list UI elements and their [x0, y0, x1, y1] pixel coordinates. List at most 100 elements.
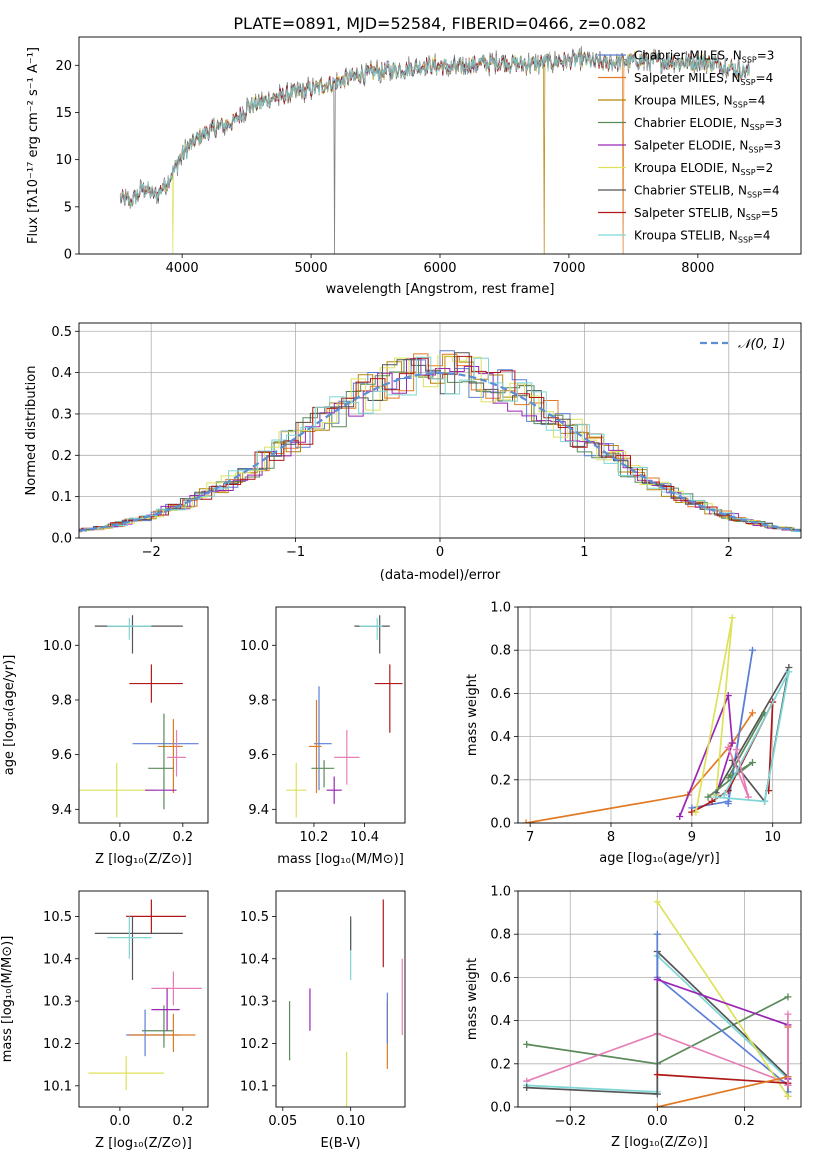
y-tick-label: 0.2 — [490, 1057, 511, 1072]
y-tick-label: 0.1 — [51, 490, 72, 505]
x-tick-label: 7000 — [552, 261, 585, 276]
weight-point-marker — [748, 709, 756, 717]
histogram-series — [79, 356, 801, 532]
weight-point-marker — [522, 819, 530, 823]
legend-label-suffix: =3 — [763, 139, 781, 153]
weight-point-marker — [712, 793, 720, 801]
y-tick-label: 0.8 — [490, 644, 511, 659]
y-tick-label: 0.6 — [490, 971, 511, 986]
weight-point-marker — [784, 1092, 792, 1100]
legend-label-sub: SSP — [741, 78, 756, 87]
legend-label-suffix: =2 — [756, 161, 774, 175]
weight-point-marker — [720, 791, 728, 799]
legend-label-main: Chabrier ELODIE, N — [634, 116, 750, 130]
y-tick-label: 10.1 — [43, 1079, 72, 1094]
legend-label-main: Kroupa ELODIE, N — [634, 161, 741, 175]
weight_vs_age-xlabel: age [log₁₀(age/yr)] — [599, 851, 720, 866]
x-tick-label: 0.0 — [110, 1114, 131, 1129]
legend-label-sub: SSP — [741, 168, 756, 177]
weight-point-marker — [784, 993, 792, 1001]
spectrum-xlabel: wavelength [Angstrom, rest frame] — [326, 282, 555, 297]
y-tick-label: 0.2 — [51, 449, 72, 464]
weight-point-marker — [784, 1010, 792, 1018]
x-tick-label: 10.4 — [350, 830, 379, 845]
y-tick-label: 9.4 — [248, 803, 269, 818]
mass_vs_Z-ylabel: mass [log₁₀(M/M⊙)] — [0, 936, 15, 1063]
x-tick-label: 5000 — [295, 261, 328, 276]
weight-point-marker — [761, 797, 769, 805]
weight-point-marker — [692, 808, 700, 816]
legend-label: Salpeter MILES, NSSP=4 — [634, 71, 773, 87]
legend-label: Chabrier STELIB, NSSP=4 — [634, 184, 780, 200]
x-tick-label: 0.0 — [110, 830, 131, 845]
y-tick-label: 1.0 — [490, 601, 511, 616]
mass_vs_EBV-frame — [275, 890, 406, 1108]
legend-label: Salpeter ELODIE, NSSP=3 — [634, 139, 781, 155]
age_vs_Z-axes: 0.0 0.2 9.4 9.6 9.8 10.0 — [43, 639, 193, 845]
weight-point-marker — [732, 746, 740, 754]
y-tick-label: 10.0 — [43, 639, 72, 654]
x-tick-label: 2 — [725, 545, 733, 560]
x-tick-label: 0 — [436, 545, 444, 560]
residuals-frame — [78, 322, 802, 539]
legend-label-sub: SSP — [747, 191, 762, 200]
histogram-series — [79, 355, 801, 532]
legend-label-sub: SSP — [742, 56, 757, 65]
y-tick-label: 10.0 — [240, 639, 269, 654]
histogram-steps — [79, 350, 801, 533]
y-tick-label: 0.3 — [51, 407, 72, 422]
legend-label-main: Salpeter MILES, N — [634, 71, 741, 85]
weight-point-marker — [704, 793, 712, 801]
legend-label-main: Salpeter STELIB, N — [634, 206, 746, 220]
age_vs_Z-ylabel: age [log₁₀(age/yr)] — [2, 655, 17, 776]
spectrum-lines — [119, 46, 750, 254]
weight-series-line — [656, 901, 789, 1097]
y-tick-label: 9.8 — [248, 693, 269, 708]
spectrum-axes: 4000 5000 6000 7000 8000 0 5 10 15 20 — [55, 59, 714, 276]
weight-point-marker — [748, 759, 756, 767]
mass_vs_Z-frame — [78, 890, 209, 1108]
mass_vs_Z-axes: 0.0 0.2 10.1 10.2 10.3 10.4 10.5 — [43, 910, 193, 1129]
weight-point-marker — [653, 1090, 661, 1098]
legend-label-suffix: =5 — [761, 206, 779, 220]
age_vs_Z-xlabel: Z [log₁₀(Z/Z⊙)] — [95, 852, 192, 867]
y-tick-label: 15 — [55, 106, 72, 121]
weight-point-marker — [653, 1071, 661, 1079]
legend-label: Chabrier ELODIE, NSSP=3 — [634, 116, 782, 132]
legend-label: Chabrier MILES, NSSP=3 — [634, 49, 774, 65]
y-tick-label: 10.3 — [43, 995, 72, 1010]
x-tick-label: −2 — [142, 545, 161, 560]
weight-point-marker — [724, 774, 732, 782]
weight_vs_Z-lines — [523, 898, 792, 1107]
weight_vs_age-axes: 7 8 9 10 0.0 0.2 0.4 0.6 0.8 1.0 — [490, 601, 801, 845]
legend-label-suffix: =4 — [748, 94, 766, 108]
spectrum-ylabel: Flux [fλ10⁻¹⁷ erg cm⁻² s⁻¹ A⁻¹] — [26, 47, 41, 244]
legend-label-sub: SSP — [750, 123, 765, 132]
x-tick-label: 8 — [607, 830, 615, 845]
x-tick-label: 10.2 — [299, 830, 328, 845]
y-tick-label: 10.1 — [240, 1079, 269, 1094]
spectrum-frame — [78, 36, 802, 255]
model-spectrum-line — [119, 50, 750, 207]
y-tick-label: 9.8 — [51, 693, 72, 708]
x-tick-label: 10 — [764, 830, 781, 845]
weight-point-marker — [724, 743, 732, 751]
weight-point-marker — [653, 930, 661, 938]
legend-label-main: Kroupa MILES, N — [634, 94, 733, 108]
weight_vs_Z-xlabel: Z [log₁₀(Z/Z⊙)] — [611, 1135, 708, 1150]
y-tick-label: 10.5 — [240, 910, 269, 925]
weight-point-marker — [653, 898, 661, 906]
y-tick-label: 20 — [55, 59, 72, 74]
x-tick-label: 8000 — [681, 261, 714, 276]
x-tick-label: −0.2 — [554, 1114, 586, 1129]
weight-point-marker — [653, 976, 661, 984]
y-tick-label: 0.6 — [490, 687, 511, 702]
weight-point-marker — [785, 668, 793, 676]
weight-point-marker — [724, 800, 732, 808]
age_vs_mass-xlabel: mass [log₁₀(M/M⊙)] — [277, 852, 404, 867]
weight-point-marker — [784, 1081, 792, 1089]
x-tick-label: 0.2 — [172, 1114, 193, 1129]
mass_vs_EBV-xlabel: E(B-V) — [320, 1136, 360, 1151]
legend-label-suffix: =4 — [753, 229, 771, 243]
